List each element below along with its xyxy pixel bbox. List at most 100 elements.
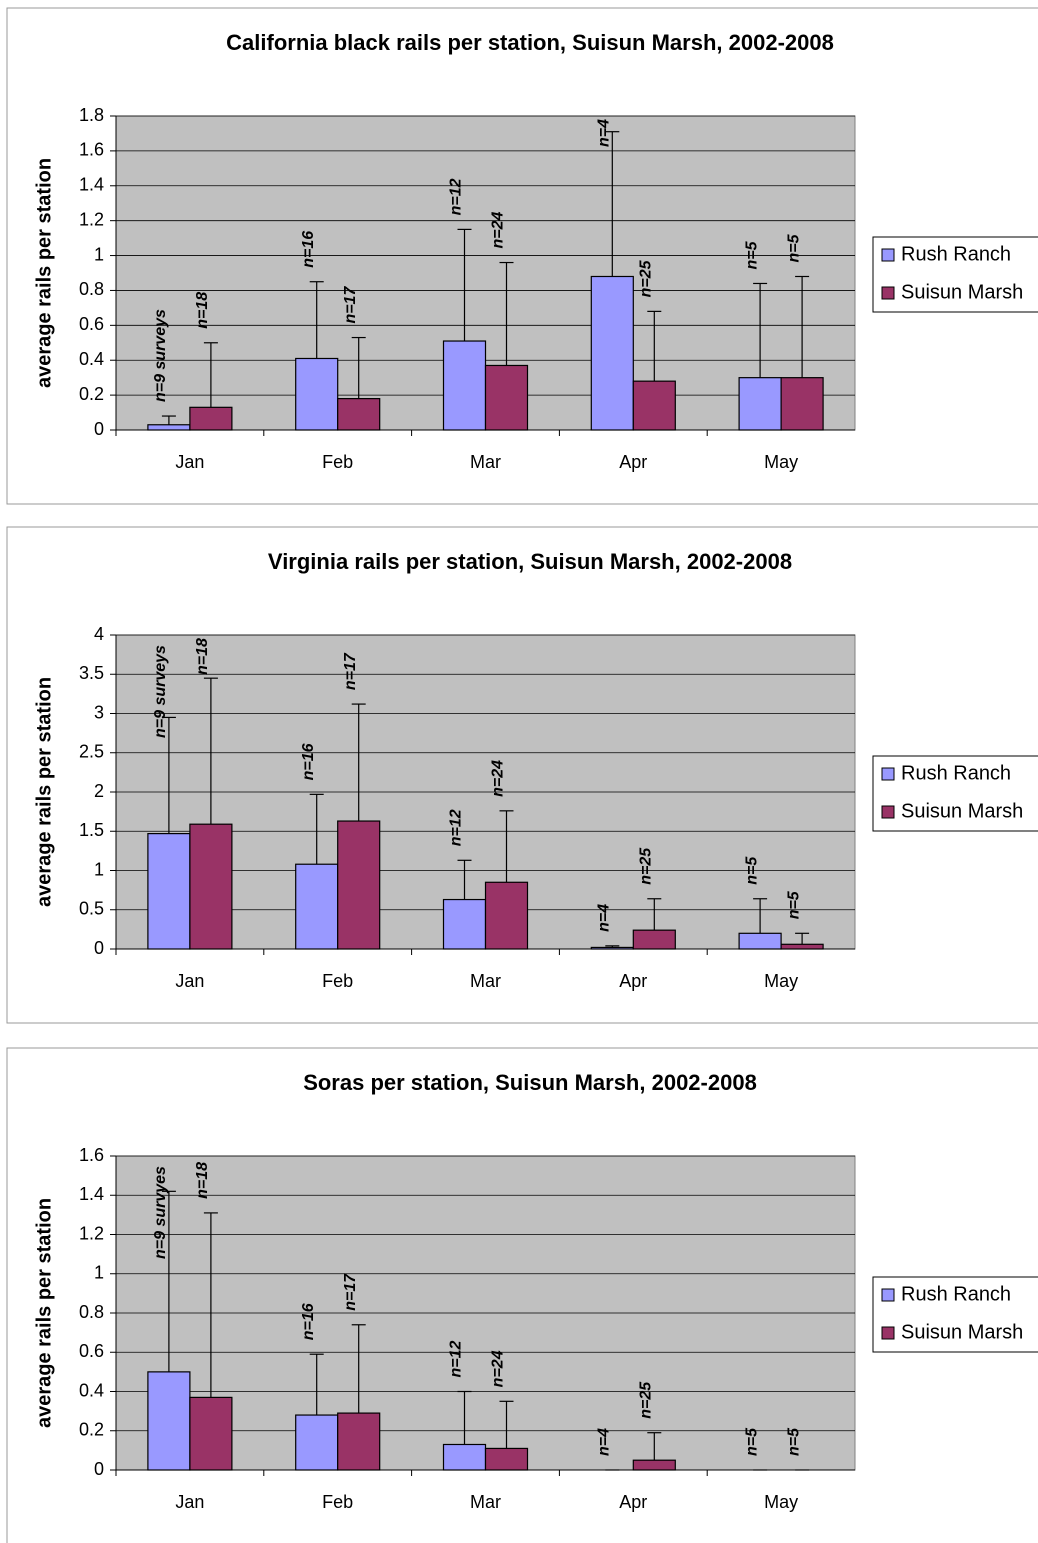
y-axis-label: average rails per station [33, 158, 55, 388]
x-tick-label: Apr [619, 971, 647, 991]
x-tick-label: Feb [322, 1492, 353, 1512]
x-tick-label: Mar [470, 1492, 501, 1512]
sample-size-label: n=18 [194, 1162, 211, 1199]
legend-label: Rush Ranch [901, 762, 1011, 784]
y-tick-label: 1 [94, 244, 104, 264]
y-axis-label: average rails per station [33, 677, 55, 907]
x-tick-label: Jan [175, 971, 204, 991]
bar [780, 943, 824, 950]
bar [484, 1447, 529, 1471]
x-tick-label: Apr [619, 1492, 647, 1512]
y-tick-label: 3.5 [79, 663, 104, 683]
y-tick-label: 1.2 [79, 209, 104, 229]
y-tick-label: 0.6 [79, 1341, 104, 1361]
bar [295, 863, 339, 950]
sample-size-label: n=4 [596, 119, 613, 147]
bar [780, 377, 824, 431]
bar [484, 881, 529, 950]
legend-swatch [881, 286, 895, 300]
x-tick-label: May [764, 971, 798, 991]
bar [442, 340, 487, 431]
legend-box [872, 236, 1038, 313]
sample-size-label: n=16 [300, 231, 317, 268]
sample-size-label: n=4 [596, 1428, 613, 1456]
legend-label: Suisun Marsh [901, 281, 1023, 303]
bar [484, 364, 529, 431]
y-tick-label: 0.5 [79, 899, 104, 919]
y-tick-label: 3 [94, 702, 104, 722]
chart-title: Virginia rails per station, Suisun Marsh… [268, 549, 792, 574]
legend-box [872, 1276, 1038, 1353]
bar [442, 898, 487, 950]
sample-size-label: n=25 [638, 259, 655, 297]
bar [337, 1412, 381, 1471]
bar [337, 820, 381, 950]
legend-swatch [881, 767, 895, 781]
sample-size-label: n=17 [342, 1273, 359, 1311]
legend-swatch [881, 248, 895, 262]
bar [295, 1414, 339, 1471]
x-tick-label: May [764, 1492, 798, 1512]
sample-size-label: n=17 [342, 286, 359, 324]
y-tick-label: 1.6 [79, 1145, 104, 1165]
bar [295, 357, 339, 431]
bar [189, 1396, 233, 1471]
y-tick-label: 0.8 [79, 1302, 104, 1322]
sample-size-label: n=12 [448, 1340, 465, 1377]
legend-label: Rush Ranch [901, 1283, 1011, 1305]
sample-size-label: n=5 [785, 1427, 802, 1456]
bar [189, 823, 233, 950]
bar [738, 377, 782, 431]
y-tick-label: 1.4 [79, 175, 104, 195]
y-tick-label: 0.6 [79, 314, 104, 334]
sample-size-label: n=16 [300, 743, 317, 780]
sample-size-label: n=12 [448, 178, 465, 215]
y-tick-label: 0 [94, 938, 104, 958]
bar [590, 275, 634, 431]
x-tick-label: Feb [322, 452, 353, 472]
sample-size-label: n=18 [194, 292, 211, 329]
sample-size-label: n=5 [743, 240, 760, 269]
y-axis-label: average rails per station [33, 1198, 55, 1428]
bar [147, 833, 191, 950]
bar [738, 932, 782, 950]
y-tick-label: 4 [94, 624, 104, 644]
sample-size-label: n=18 [194, 638, 211, 675]
bar [632, 929, 676, 950]
sample-size-label: n=5 [743, 1427, 760, 1456]
y-tick-label: 1.6 [79, 140, 104, 160]
sample-size-label: n=5 [743, 856, 760, 885]
y-tick-label: 1 [94, 859, 104, 879]
sample-size-label: n=4 [596, 904, 613, 932]
legend-label: Rush Ranch [901, 243, 1011, 265]
chart-title: California black rails per station, Suis… [226, 30, 834, 55]
y-tick-label: 0.4 [79, 349, 104, 369]
y-tick-label: 1 [94, 1263, 104, 1283]
sample-size-label: n=9 surveys [152, 645, 169, 738]
sample-size-label: n=16 [300, 1303, 317, 1340]
legend-swatch [881, 1326, 895, 1340]
sample-size-label: n=5 [785, 233, 802, 262]
y-tick-label: 1.4 [79, 1184, 104, 1204]
chart: Virginia rails per station, Suisun Marsh… [6, 526, 1038, 1024]
sample-size-label: n=25 [638, 1381, 655, 1419]
chart-title: Soras per station, Suisun Marsh, 2002-20… [303, 1070, 757, 1095]
y-tick-label: 0.2 [79, 384, 104, 404]
x-tick-label: Mar [470, 452, 501, 472]
x-tick-label: Apr [619, 452, 647, 472]
chart: California black rails per station, Suis… [6, 7, 1038, 505]
legend-box [872, 755, 1038, 832]
x-tick-label: Jan [175, 452, 204, 472]
sample-size-label: n=17 [342, 652, 359, 690]
bar [442, 1443, 487, 1471]
sample-size-label: n=5 [785, 890, 802, 919]
bar [147, 424, 191, 431]
bar [337, 398, 381, 431]
sample-size-label: n=12 [448, 809, 465, 846]
x-tick-label: May [764, 452, 798, 472]
y-tick-label: 1.8 [79, 105, 104, 125]
sample-size-label: n=9 survyes [152, 1166, 169, 1259]
bar [189, 406, 233, 431]
bar [147, 1371, 191, 1471]
